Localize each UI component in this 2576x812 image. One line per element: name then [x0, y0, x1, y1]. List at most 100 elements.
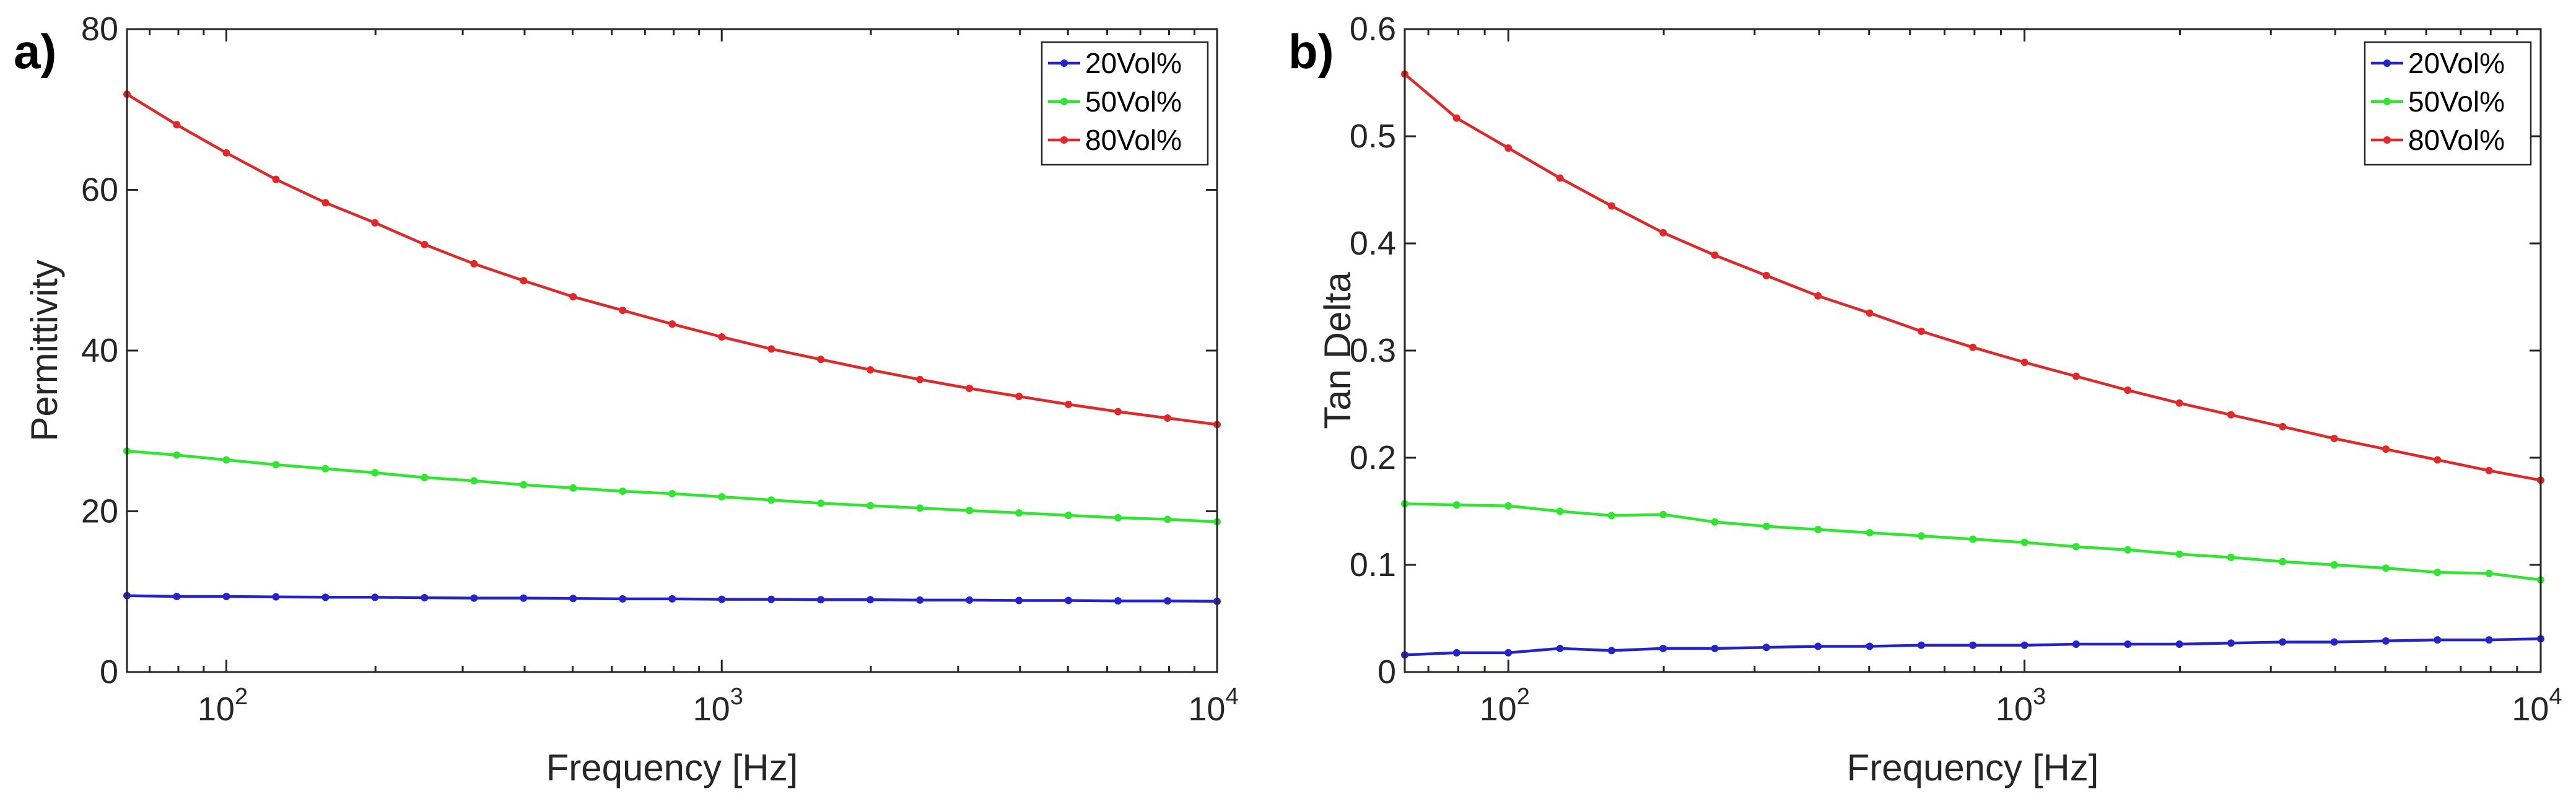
y-tick-label: 60: [81, 172, 118, 209]
panel-label: b): [1288, 24, 1334, 79]
data-point: [767, 595, 775, 603]
data-point: [668, 595, 676, 603]
data-point: [2279, 422, 2287, 430]
x-tick-label: 104: [2512, 684, 2562, 728]
data-point: [2175, 550, 2183, 558]
data-point: [2124, 546, 2132, 554]
legend-label: 20Vol%: [2408, 47, 2505, 79]
data-point: [371, 469, 379, 477]
data-point: [1659, 644, 1667, 652]
data-point: [1452, 648, 1460, 657]
legend-marker: [1060, 136, 1068, 144]
x-tick-label: 103: [693, 684, 743, 728]
data-point: [173, 121, 181, 129]
data-point: [1969, 641, 1977, 649]
data-point: [421, 474, 429, 482]
data-point: [1065, 400, 1073, 408]
data-point: [321, 199, 330, 207]
data-point: [1814, 525, 1822, 533]
data-point: [1814, 642, 1822, 650]
data-point: [1969, 535, 1977, 543]
legend: 20Vol% 50Vol% 80Vol%: [1041, 41, 1209, 166]
data-point: [916, 375, 924, 383]
data-point: [569, 484, 577, 492]
data-point: [619, 307, 627, 315]
data-point: [2279, 638, 2287, 646]
data-point: [1607, 512, 1615, 520]
data-point: [2382, 637, 2390, 645]
data-point: [718, 493, 726, 501]
data-point: [321, 593, 330, 601]
data-point: [2020, 641, 2028, 649]
data-point: [371, 219, 379, 227]
data-point: [1711, 251, 1719, 260]
data-point: [1556, 644, 1564, 652]
data-point: [2485, 569, 2493, 577]
data-point: [966, 507, 974, 515]
data-point: [1917, 532, 1925, 540]
data-point: [1607, 202, 1615, 210]
x-tick-label: 104: [1188, 684, 1238, 728]
plot-area: [127, 29, 1217, 672]
data-point: [2382, 445, 2390, 453]
data-point: [173, 593, 181, 601]
data-point: [1164, 515, 1172, 523]
data-point: [2330, 638, 2338, 646]
y-tick-label: 0.2: [1350, 439, 1396, 476]
x-axis-label: Frequency [Hz]: [1847, 747, 2099, 788]
data-point: [1711, 518, 1719, 526]
data-point: [2072, 543, 2080, 551]
data-point: [1917, 641, 1925, 649]
data-point: [2124, 386, 2132, 395]
data-point: [272, 461, 280, 469]
data-point: [867, 502, 875, 510]
data-point: [569, 293, 577, 301]
data-point: [470, 477, 478, 485]
data-point: [1452, 114, 1460, 122]
data-point: [2279, 557, 2287, 565]
data-point: [2434, 456, 2442, 464]
legend-label: 50Vol%: [2408, 85, 2505, 118]
data-point: [2485, 466, 2493, 474]
data-point: [371, 593, 379, 601]
data-point: [222, 149, 230, 157]
data-point: [619, 595, 627, 603]
data-point: [2124, 640, 2132, 648]
data-point: [867, 366, 875, 374]
legend-label: 20Vol%: [1085, 47, 1182, 79]
legend-label: 80Vol%: [2408, 124, 2505, 156]
data-point: [1065, 596, 1073, 605]
legend-marker: [2383, 98, 2391, 105]
data-point: [1015, 392, 1023, 400]
data-point: [867, 596, 875, 604]
data-point: [2227, 411, 2235, 419]
y-tick-label: 20: [81, 493, 118, 530]
data-point: [718, 595, 726, 603]
data-point: [718, 333, 726, 341]
y-tick-label: 0.5: [1350, 118, 1396, 155]
data-point: [2072, 640, 2080, 648]
y-tick-label: 80: [81, 11, 118, 48]
legend-label: 50Vol%: [1085, 85, 1182, 118]
data-point: [1015, 509, 1023, 517]
data-point: [1452, 501, 1460, 509]
data-point: [2330, 561, 2338, 569]
y-tick-label: 0: [100, 653, 118, 691]
legend-marker: [1060, 98, 1068, 105]
data-point: [1556, 174, 1564, 182]
data-point: [817, 499, 825, 507]
y-tick-label: 0: [1378, 653, 1396, 691]
data-point: [1917, 327, 1925, 335]
data-point: [966, 384, 974, 392]
data-point: [520, 594, 528, 602]
data-point: [817, 596, 825, 604]
data-point: [1659, 510, 1667, 518]
data-point: [2020, 359, 2028, 367]
data-point: [2072, 372, 2080, 380]
data-point: [1969, 343, 1977, 351]
data-point: [1762, 644, 1770, 652]
x-axis-label: Frequency [Hz]: [546, 747, 798, 788]
data-point: [2382, 564, 2390, 572]
data-point: [1866, 642, 1874, 650]
